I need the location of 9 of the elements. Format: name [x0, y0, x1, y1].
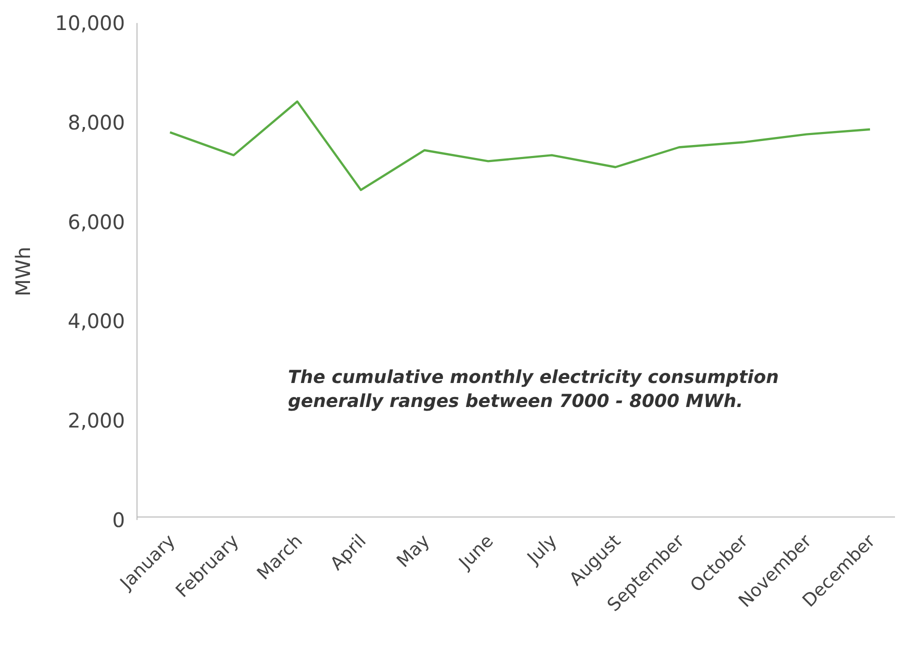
y-tick-label: 4,000 — [68, 309, 125, 334]
y-axis-title: MWh — [11, 246, 35, 296]
line-series — [168, 100, 872, 192]
y-tick-label: 2,000 — [68, 408, 125, 433]
y-tick-label: 10,000 — [55, 11, 125, 35]
annotation: The cumulative monthly electricity consumption generally ranges between 7000 - 8000 MWh. — [288, 367, 779, 412]
y-tick-label: 8,000 — [68, 110, 125, 134]
y-tick-label: 6,000 — [68, 210, 125, 234]
y-tick-label: 0 — [112, 508, 125, 532]
